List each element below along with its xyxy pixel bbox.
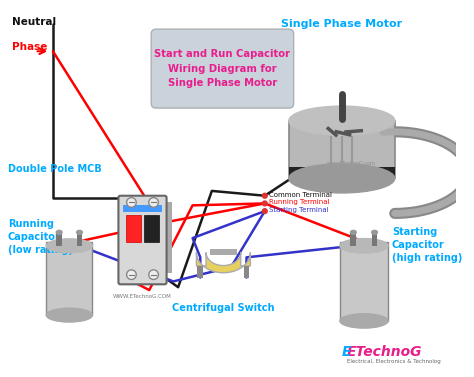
- FancyBboxPatch shape: [151, 29, 294, 108]
- Text: Running
Capacitor
(low rating): Running Capacitor (low rating): [8, 219, 73, 255]
- Circle shape: [149, 198, 158, 207]
- Bar: [340, 242, 388, 321]
- Text: Starting
Capacitor
(high rating): Starting Capacitor (high rating): [392, 227, 462, 263]
- Text: Phase: Phase: [11, 43, 47, 52]
- Bar: [289, 167, 395, 178]
- Bar: [289, 121, 395, 178]
- Text: Running Terminal: Running Terminal: [269, 199, 329, 205]
- Text: Common Terminal: Common Terminal: [269, 192, 332, 198]
- Ellipse shape: [56, 230, 62, 234]
- Bar: [350, 232, 356, 246]
- Bar: [123, 205, 162, 212]
- Ellipse shape: [289, 106, 395, 135]
- Bar: [77, 232, 82, 246]
- Text: ETechnoG: ETechnoG: [346, 345, 422, 359]
- Bar: [126, 215, 141, 242]
- Bar: [244, 266, 249, 277]
- FancyBboxPatch shape: [118, 196, 166, 284]
- Bar: [145, 215, 159, 242]
- Text: Single Phase Motor: Single Phase Motor: [281, 19, 402, 29]
- Circle shape: [263, 193, 267, 198]
- Ellipse shape: [289, 164, 395, 193]
- Ellipse shape: [46, 239, 92, 253]
- Circle shape: [263, 209, 267, 213]
- Circle shape: [149, 270, 158, 279]
- Text: WWW.ETechnoG.COM: WWW.ETechnoG.COM: [113, 294, 172, 299]
- Polygon shape: [196, 253, 250, 273]
- Text: Electrical, Electronics & Technolog: Electrical, Electronics & Technolog: [346, 359, 440, 364]
- Bar: [197, 266, 203, 277]
- Text: Start and Run Capacitor
Wiring Diagram for
Single Phase Motor: Start and Run Capacitor Wiring Diagram f…: [155, 49, 291, 89]
- Bar: [210, 249, 237, 256]
- Ellipse shape: [46, 308, 92, 322]
- Ellipse shape: [372, 230, 377, 234]
- Bar: [372, 232, 377, 246]
- Ellipse shape: [77, 230, 82, 234]
- Text: Centrifugal Switch: Centrifugal Switch: [172, 303, 274, 313]
- Ellipse shape: [340, 314, 388, 328]
- Bar: [46, 242, 92, 315]
- Text: Starting Terminal: Starting Terminal: [269, 207, 328, 213]
- Ellipse shape: [340, 239, 388, 253]
- Text: Double Pole MCB: Double Pole MCB: [8, 164, 101, 174]
- Circle shape: [263, 201, 267, 206]
- Circle shape: [127, 270, 136, 279]
- Text: www.ETechnoG.com: www.ETechnoG.com: [327, 161, 376, 167]
- Bar: [56, 232, 62, 246]
- Circle shape: [127, 198, 136, 207]
- Ellipse shape: [350, 230, 356, 234]
- Bar: [164, 202, 173, 273]
- Text: Neutral: Neutral: [11, 17, 55, 28]
- Text: E: E: [342, 345, 351, 359]
